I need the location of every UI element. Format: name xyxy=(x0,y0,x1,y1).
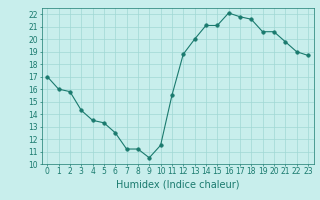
X-axis label: Humidex (Indice chaleur): Humidex (Indice chaleur) xyxy=(116,179,239,189)
